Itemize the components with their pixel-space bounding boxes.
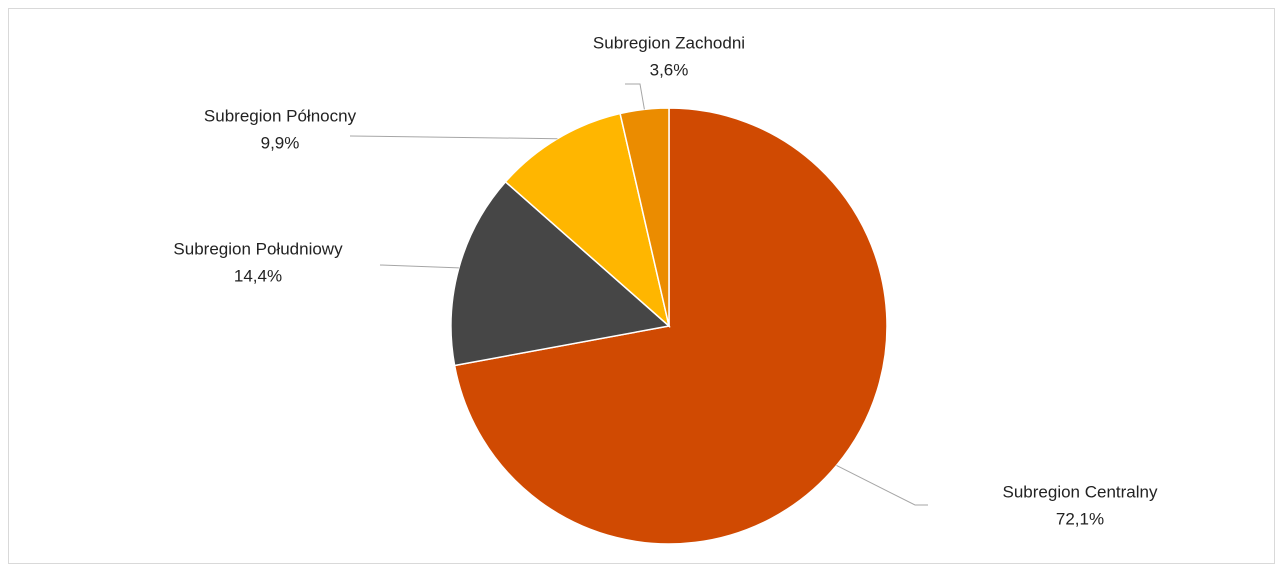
slice-label: Subregion Centralny — [1003, 482, 1158, 501]
slice-label: Subregion Południowy — [173, 239, 343, 258]
leader-line — [836, 465, 928, 506]
leader-line — [379, 264, 459, 269]
value-label: 3,6% — [650, 60, 689, 79]
value-label: 9,9% — [261, 133, 300, 152]
slice-label: Subregion Północny — [204, 106, 357, 125]
slice-label: Subregion Zachodni — [593, 33, 745, 52]
leader-line — [349, 135, 558, 140]
leader-line — [625, 83, 645, 110]
value-label: 72,1% — [1056, 509, 1104, 528]
value-label: 14,4% — [234, 266, 282, 285]
pie-slice — [504, 112, 671, 329]
pie-slice — [619, 107, 670, 327]
pie-slice — [453, 107, 888, 545]
pie-slice — [450, 180, 671, 367]
